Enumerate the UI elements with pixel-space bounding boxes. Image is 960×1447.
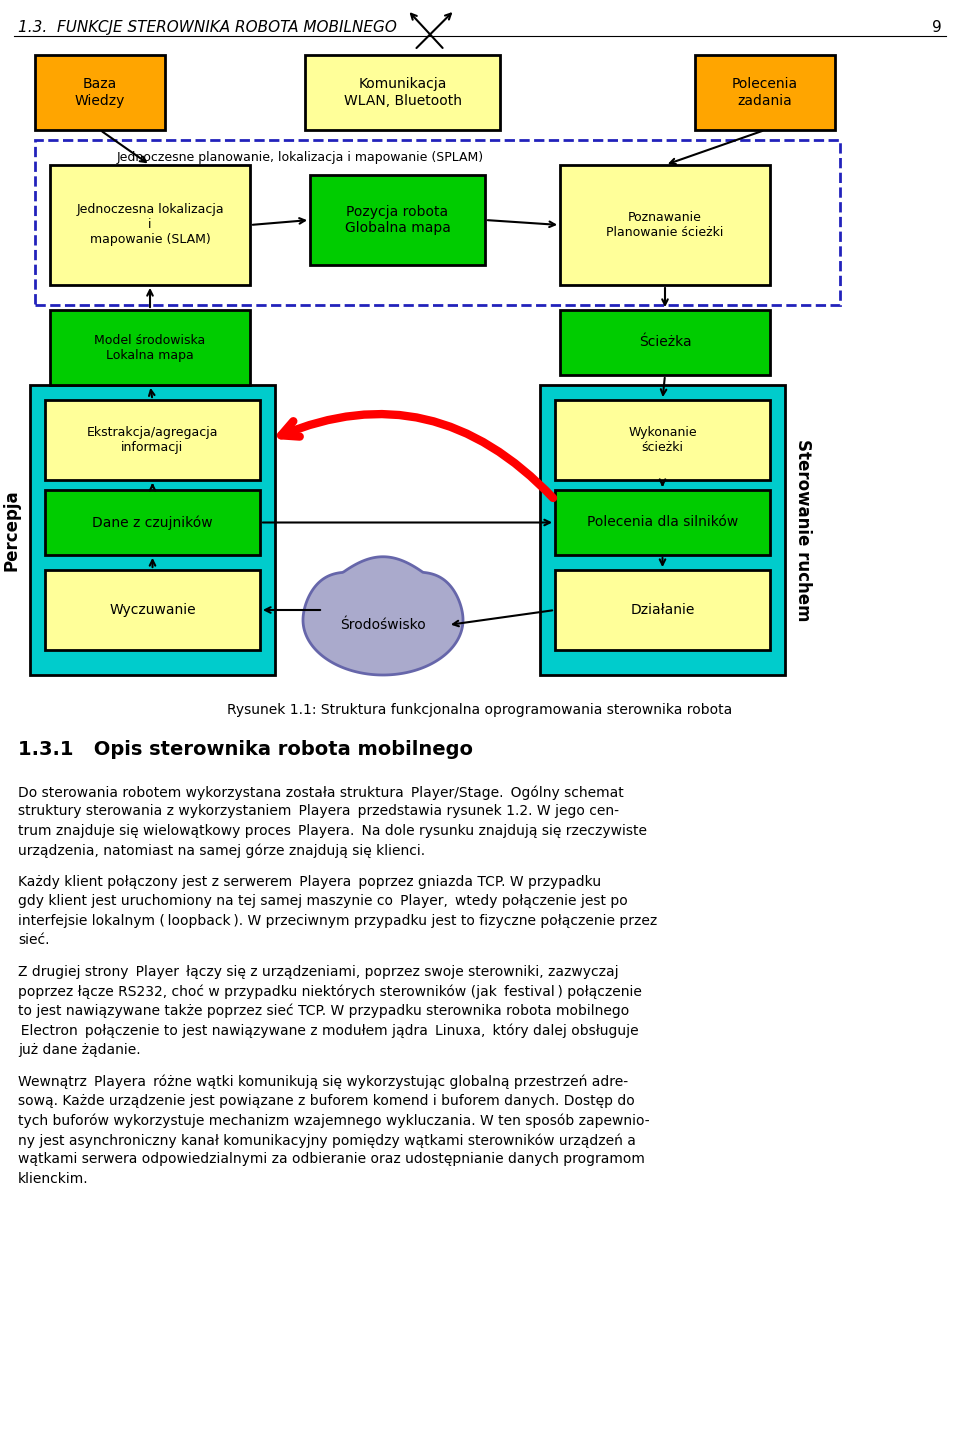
Text: trum znajduje się wielowątkowy proces  Playera.  Na dole rysunku znajdują się rz: trum znajduje się wielowątkowy proces Pl… [18, 823, 647, 838]
Text: Polecenia
zadania: Polecenia zadania [732, 77, 798, 107]
Bar [540, 385, 785, 674]
Bar [560, 165, 770, 285]
Text: Sterowanie ruchem: Sterowanie ruchem [794, 438, 812, 621]
Text: klienckim.: klienckim. [18, 1172, 88, 1187]
Bar [45, 570, 260, 650]
Bar [45, 399, 260, 480]
Text: struktury sterowania z wykorzystaniem  Playera  przedstawia rysunek 1.2. W jego : struktury sterowania z wykorzystaniem Pl… [18, 805, 619, 819]
Text: Jednoczesne planowanie, lokalizacja i mapowanie (SPLAM): Jednoczesne planowanie, lokalizacja i ma… [116, 152, 484, 165]
Bar [555, 491, 770, 556]
Text: poprzez łącze RS232, choć w przypadku niektórych sterowników (jak  festival ) po: poprzez łącze RS232, choć w przypadku ni… [18, 984, 642, 998]
Bar [310, 175, 485, 265]
Bar [50, 165, 250, 285]
Bar [555, 570, 770, 650]
Text: już dane żądanie.: już dane żądanie. [18, 1043, 140, 1056]
Text: 1.3.1   Opis sterownika robota mobilnego: 1.3.1 Opis sterownika robota mobilnego [18, 739, 473, 760]
Text: to jest nawiązywane także poprzez sieć TCP. W przypadku sterownika robota mobiln: to jest nawiązywane także poprzez sieć T… [18, 1004, 629, 1019]
Text: Do sterowania robotem wykorzystana została struktura  Player/Stage.  Ogólny sche: Do sterowania robotem wykorzystana zosta… [18, 786, 624, 800]
Text: urządzenia, natomiast na samej górze znajdują się klienci.: urządzenia, natomiast na samej górze zna… [18, 844, 425, 858]
Bar [35, 140, 840, 305]
Text: Środoświsko: Środoświsko [340, 618, 426, 632]
Text: wątkami serwera odpowiedzialnymi za odbieranie oraz udostępnianie danych program: wątkami serwera odpowiedzialnymi za odbi… [18, 1152, 645, 1166]
Bar [305, 55, 500, 130]
Text: 9: 9 [932, 20, 942, 35]
Text: Rysunek 1.1: Struktura funkcjonalna oprogramowania sterownika robota: Rysunek 1.1: Struktura funkcjonalna opro… [228, 703, 732, 718]
Text: Wykonanie
ścieżki: Wykonanie ścieżki [628, 425, 697, 454]
Text: Model środowiska
Lokalna mapa: Model środowiska Lokalna mapa [94, 333, 205, 362]
Text: Ścieżka: Ścieżka [638, 336, 691, 350]
Polygon shape [303, 557, 463, 674]
FancyArrowPatch shape [281, 414, 553, 498]
Text: Polecenia dla silników: Polecenia dla silników [587, 515, 738, 530]
Text: Komunikacja
WLAN, Bluetooth: Komunikacja WLAN, Bluetooth [344, 77, 462, 107]
Text: tych buforów wykorzystuje mechanizm wzajemnego wykluczania. W ten sposób zapewni: tych buforów wykorzystuje mechanizm wzaj… [18, 1114, 650, 1129]
Bar [560, 310, 770, 375]
Bar [35, 55, 165, 130]
Text: Percepja: Percepja [3, 489, 21, 570]
Text: Dane z czujników: Dane z czujników [92, 515, 213, 530]
Bar [45, 491, 260, 556]
Text: Baza
Wiedzy: Baza Wiedzy [75, 77, 125, 107]
Text: Poznawanie
Planowanie ścieżki: Poznawanie Planowanie ścieżki [607, 211, 724, 239]
Bar [695, 55, 835, 130]
Text: 1.3.  FUNKCJE STEROWNIKA ROBOTA MOBILNEGO: 1.3. FUNKCJE STEROWNIKA ROBOTA MOBILNEGO [18, 20, 396, 35]
Text: Działanie: Działanie [631, 603, 695, 616]
Text: gdy klient jest uruchomiony na tej samej maszynie co  Player,  wtedy połączenie : gdy klient jest uruchomiony na tej samej… [18, 894, 628, 909]
Text: Wewnątrz  Playera  różne wątki komunikują się wykorzystując globalną przestrzeń : Wewnątrz Playera różne wątki komunikują … [18, 1075, 628, 1090]
Text: Ekstrakcja/agregacja
informacji: Ekstrakcja/agregacja informacji [86, 425, 218, 454]
Text: sową. Każde urządzenie jest powiązane z buforem komend i buforem danych. Dostęp : sową. Każde urządzenie jest powiązane z … [18, 1094, 635, 1108]
Text: Z drugiej strony  Player  łączy się z urządzeniami, poprzez swoje sterowniki, za: Z drugiej strony Player łączy się z urzą… [18, 965, 618, 980]
Text: Każdy klient połączony jest z serwerem  Playera  poprzez gniazda TCP. W przypadk: Każdy klient połączony jest z serwerem P… [18, 875, 601, 888]
Text: Pozycja robota
Globalna mapa: Pozycja robota Globalna mapa [345, 205, 450, 234]
Text: Electron  połączenie to jest nawiązywane z modułem jądra  Linuxa,  który dalej o: Electron połączenie to jest nawiązywane … [18, 1023, 638, 1037]
Text: sieć.: sieć. [18, 933, 50, 948]
Text: Jednoczesna lokalizacja
i
mapowanie (SLAM): Jednoczesna lokalizacja i mapowanie (SLA… [76, 204, 224, 246]
Bar [555, 399, 770, 480]
Text: ny jest asynchroniczny kanał komunikacyjny pomiędzy wątkami sterowników urządzeń: ny jest asynchroniczny kanał komunikacyj… [18, 1133, 636, 1147]
Bar [30, 385, 275, 674]
Bar [50, 310, 250, 385]
Text: Wyczuwanie: Wyczuwanie [109, 603, 196, 616]
Text: interfejsie lokalnym ( loopback ). W przeciwnym przypadku jest to fizyczne połąc: interfejsie lokalnym ( loopback ). W prz… [18, 915, 658, 928]
